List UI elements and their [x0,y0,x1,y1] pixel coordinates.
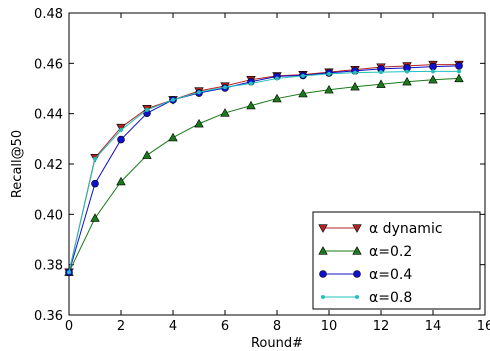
y-tick-label: 0.36 [34,309,63,324]
data-point [430,63,437,70]
y-tick-label: 0.40 [34,208,63,223]
data-point [405,70,409,74]
x-tick-label: 2 [117,319,125,334]
data-point [171,98,175,102]
data-point [197,90,201,94]
x-tick-label: 14 [425,319,442,334]
legend-label: α dynamic [369,221,443,237]
data-point [67,270,71,274]
x-tick-label: 10 [321,319,338,334]
y-tick-label: 0.46 [34,57,63,72]
data-point [249,82,253,86]
legend-marker [320,271,327,278]
data-point [145,108,149,112]
data-point [327,72,331,76]
legend-marker [321,295,325,299]
y-tick-label: 0.38 [34,259,63,274]
x-tick-label: 12 [373,319,390,334]
data-point [92,180,99,187]
data-point [223,85,227,89]
data-point [119,128,123,132]
y-tick-label: 0.42 [34,158,63,173]
data-point [431,70,435,74]
x-tick-label: 0 [65,319,73,334]
legend-label: α=0.4 [369,267,412,283]
y-tick-label: 0.44 [34,108,63,123]
data-point [353,71,357,75]
data-point [118,136,125,143]
x-tick-label: 8 [273,319,281,334]
legend: α dynamic α=0.2 α=0.4 α=0.8 [313,212,480,309]
legend-label: α=0.2 [369,244,412,260]
data-point [457,70,461,74]
data-point [93,157,97,161]
x-tick-label: 4 [169,319,177,334]
data-point [379,70,383,74]
y-tick-label: 0.48 [34,7,63,22]
data-point [301,74,305,78]
x-tick-label: 16 [477,319,490,334]
data-point [275,77,279,81]
data-point [456,62,463,69]
legend-label: α=0.8 [369,290,412,306]
legend-marker [354,271,361,278]
legend-marker [355,295,359,299]
x-tick-label: 6 [221,319,229,334]
y-axis-label: Recall@50 [10,130,25,198]
x-axis-label: Round# [251,336,303,351]
